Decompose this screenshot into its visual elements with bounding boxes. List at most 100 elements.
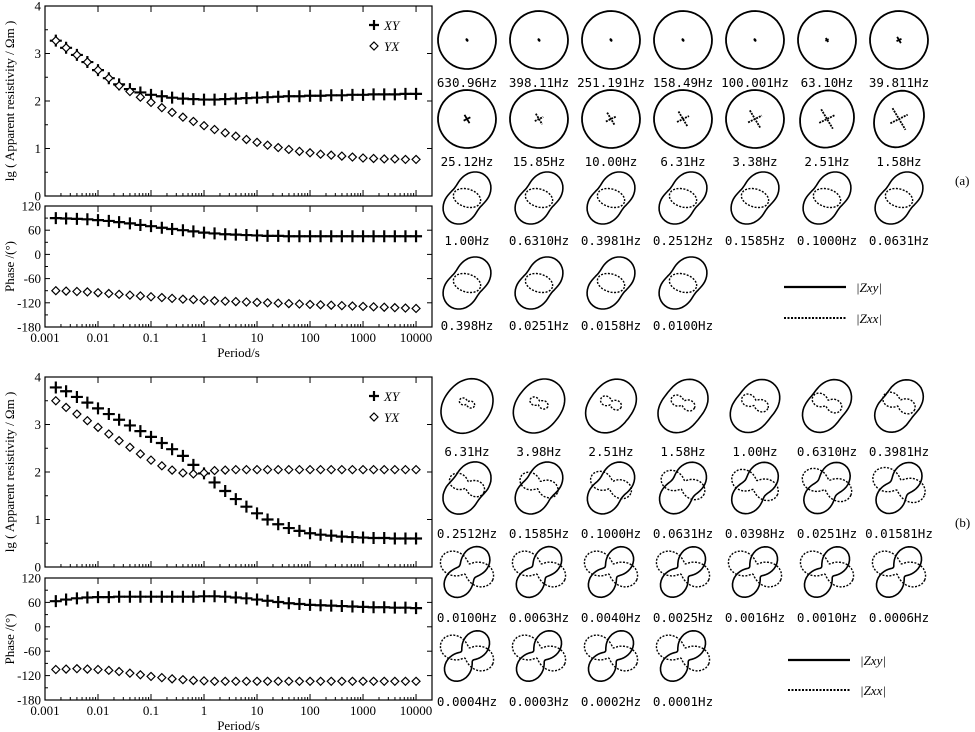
y-axis-label: Phase /(°) <box>2 241 17 292</box>
data-point-xy <box>166 590 179 603</box>
data-point-xy <box>357 230 370 243</box>
data-point-xy <box>261 91 274 104</box>
data-point-xy <box>346 230 359 243</box>
data-point-yx <box>400 464 411 475</box>
frequency-label: 158.49Hz <box>653 75 713 90</box>
zxy-curve <box>875 545 923 599</box>
data-point-xy <box>346 600 359 613</box>
data-point-yx <box>156 292 167 303</box>
data-point-yx <box>125 290 135 300</box>
data-point-yx <box>326 676 337 687</box>
data-point-xy <box>251 229 264 242</box>
zxy-curve <box>801 378 853 434</box>
y-tick-label: -180 <box>17 320 41 335</box>
zxy-curve <box>659 629 707 683</box>
data-point-yx <box>379 302 390 313</box>
polar-diagram: 63.10Hz <box>797 10 857 90</box>
zxx-curve <box>727 550 783 588</box>
data-point-xy <box>145 590 158 603</box>
polar-diagram: 0.0631Hz <box>869 171 929 248</box>
x-tick-label: 0.1 <box>143 330 159 345</box>
frequency-label: 398.11Hz <box>509 75 569 90</box>
data-point-yx <box>178 112 188 122</box>
zxx-curve <box>583 634 639 672</box>
zxy-curve <box>586 461 636 515</box>
data-point-yx <box>50 664 61 675</box>
zxx-curve <box>741 393 769 413</box>
data-point-yx <box>114 435 124 446</box>
data-point-yx <box>283 676 294 687</box>
zxx-curve <box>511 634 567 672</box>
data-point-xy <box>229 591 242 604</box>
data-point-yx <box>103 665 114 676</box>
data-point-yx <box>252 297 262 308</box>
zxy-curve <box>659 545 707 599</box>
data-point-xy <box>314 599 327 612</box>
data-point-yx <box>146 671 156 682</box>
zxy-curve <box>657 378 709 434</box>
zxy-curve <box>658 461 708 515</box>
data-point-yx <box>262 297 273 308</box>
zxx-curve <box>681 38 685 42</box>
zxy-curve <box>584 378 638 434</box>
frequency-label: 0.0016Hz <box>725 610 785 625</box>
zxy-curve <box>731 545 779 599</box>
zxy-curve <box>515 545 563 599</box>
data-point-yx <box>135 669 146 680</box>
data-point-yx <box>199 676 209 686</box>
data-point-yx <box>252 676 262 687</box>
x-tick-label: 0.001 <box>30 703 59 718</box>
polar-diagram: 0.1000Hz <box>581 461 641 541</box>
polar-diagram: 0.0010Hz <box>797 545 857 625</box>
zxx-curve <box>818 108 836 130</box>
zxx-curve <box>740 187 770 209</box>
y-axis-label: Phase /(°) <box>2 613 17 664</box>
data-point-xy <box>187 93 200 106</box>
data-point-yx <box>72 663 82 674</box>
frequency-label: 0.01581Hz <box>865 526 933 541</box>
zxx-curve <box>670 394 696 412</box>
data-point-xy <box>399 532 412 545</box>
legend-marker-yx <box>369 412 379 422</box>
polar-legend-a: |Zxy| |Zxx| <box>784 280 882 326</box>
data-point-yx <box>188 469 199 479</box>
zxx-curve <box>524 272 554 294</box>
data-point-xy <box>208 476 221 489</box>
data-point-xy <box>335 89 348 102</box>
data-point-yx <box>273 464 284 475</box>
data-point-xy <box>410 532 423 545</box>
zxy-curve <box>586 171 636 225</box>
data-point-xy <box>134 218 147 231</box>
data-point-xy <box>123 590 136 603</box>
frequency-label: 0.2512Hz <box>437 526 497 541</box>
data-point-xy <box>155 437 168 450</box>
polar-diagram: 251.191Hz <box>577 10 645 90</box>
polar-diagram: 0.2512Hz <box>653 171 713 248</box>
data-point-yx <box>178 468 188 478</box>
zxx-curve <box>596 272 626 294</box>
y-axis-label: lg ( Apparent resistivity / Ωm ) <box>2 392 17 553</box>
series-legend: XY YX <box>369 389 401 425</box>
plot-b-phase: -180 -120 -60 0 60 120 0.001 0.01 0.1 1 10 100 1000 1… <box>2 571 433 732</box>
frequency-label: 0.0251Hz <box>797 526 857 541</box>
data-point-yx <box>241 134 252 145</box>
polar-diagram: 0.0251Hz <box>509 256 569 333</box>
data-point-yx <box>305 464 315 475</box>
polar-legend-b: |Zxy| |Zxx| <box>788 653 886 698</box>
polar-diagram: 158.49Hz <box>653 10 713 90</box>
frequency-label: 0.398Hz <box>441 318 494 333</box>
data-point-yx <box>220 465 231 475</box>
data-point-yx <box>156 102 167 113</box>
data-point-xy <box>81 213 94 226</box>
data-point-xy <box>346 531 359 544</box>
zxx-curve <box>731 468 779 502</box>
plot-frame <box>44 5 433 197</box>
x-tick-label: 1000 <box>350 703 376 718</box>
frequency-label: 0.0251Hz <box>509 318 569 333</box>
data-point-yx <box>262 464 273 475</box>
data-point-xy <box>49 381 62 394</box>
data-point-xy <box>240 229 253 242</box>
polar-diagram: 0.0002Hz <box>581 629 641 709</box>
data-point-yx <box>93 65 103 75</box>
